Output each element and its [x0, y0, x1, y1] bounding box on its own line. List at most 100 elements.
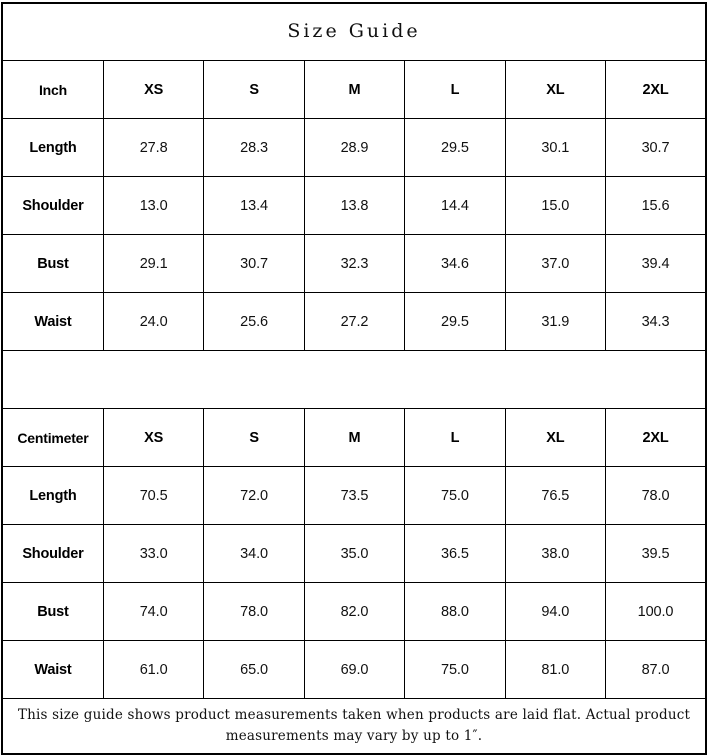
row-label: Bust: [37, 255, 69, 272]
size-header-xs: XS: [102, 60, 205, 119]
measurement-cell: 37.0: [504, 234, 607, 293]
table-spacer-cell: [2, 350, 706, 409]
measurement-value: 24.0: [139, 313, 168, 330]
measurement-cell: 34.0: [203, 524, 305, 583]
measurement-cell: 75.0: [404, 640, 506, 699]
measurement-cell: 34.6: [404, 234, 506, 293]
size-header-label: L: [450, 429, 460, 446]
size-header-l: L: [404, 408, 506, 467]
size-header-2xl: 2XL: [605, 60, 707, 119]
size-header-label: XL: [546, 81, 565, 98]
measurement-value: 100.0: [637, 603, 674, 620]
measurement-cell: 70.5: [102, 466, 205, 525]
measurement-cell: 39.4: [605, 234, 707, 293]
row-label-cell-waist: Waist: [1, 640, 104, 699]
size-header-s: S: [203, 60, 305, 119]
measurement-cell: 28.9: [303, 118, 406, 177]
measurement-value: 61.0: [139, 661, 168, 678]
measurement-value: 34.3: [641, 313, 670, 330]
size-header-l: L: [404, 60, 506, 119]
row-label-cell-length: Length: [1, 466, 104, 525]
row-label-cell-bust: Bust: [1, 582, 104, 641]
size-header-label: 2XL: [642, 81, 669, 98]
measurement-value: 39.4: [641, 255, 670, 272]
measurement-value: 94.0: [541, 603, 570, 620]
measurement-value: 30.1: [541, 139, 570, 156]
measurement-cell: 65.0: [203, 640, 305, 699]
size-header-label: XS: [144, 429, 164, 446]
measurement-cell: 15.0: [504, 176, 607, 235]
header-row-inch: Inch XS S M L XL 2XL: [1, 60, 707, 119]
row-label: Length: [29, 487, 77, 504]
table-row: Bust 74.0 78.0 82.0 88.0 94.0 100.0: [1, 582, 707, 641]
footnote-text: This size guide shows product measuremen…: [17, 707, 691, 744]
measurement-value: 69.0: [340, 661, 369, 678]
measurement-cell: 27.8: [102, 118, 205, 177]
size-header-label: XL: [546, 429, 565, 446]
measurement-cell: 78.0: [605, 466, 707, 525]
measurement-cell: 13.8: [303, 176, 406, 235]
measurement-cell: 28.3: [203, 118, 305, 177]
row-label: Waist: [34, 313, 72, 330]
measurement-cell: 29.5: [404, 118, 506, 177]
size-guide-body: Size Guide Inch XS S M L XL 2XL Length 27.8 28.3 2…: [1, 3, 707, 754]
measurement-value: 76.5: [541, 487, 570, 504]
row-label: Length: [29, 139, 77, 156]
measurement-value: 70.5: [139, 487, 168, 504]
measurement-cell: 75.0: [404, 466, 506, 525]
row-label-cell-length: Length: [1, 118, 104, 177]
size-header-label: XS: [144, 81, 164, 98]
measurement-cell: 38.0: [504, 524, 607, 583]
measurement-cell: 61.0: [102, 640, 205, 699]
measurement-value: 75.0: [440, 661, 469, 678]
size-header-s: S: [203, 408, 305, 467]
measurement-value: 34.0: [240, 545, 268, 562]
measurement-value: 38.0: [541, 545, 570, 562]
measurement-cell: 72.0: [203, 466, 305, 525]
measurement-cell: 30.1: [504, 118, 607, 177]
measurement-cell: 24.0: [102, 292, 205, 351]
measurement-value: 72.0: [240, 487, 268, 504]
measurement-value: 35.0: [340, 545, 369, 562]
measurement-cell: 100.0: [605, 582, 707, 641]
measurement-cell: 14.4: [404, 176, 506, 235]
measurement-cell: 29.5: [404, 292, 506, 351]
header-row-centimeter: Centimeter XS S M L XL 2XL: [1, 408, 707, 467]
unit-label: Inch: [38, 81, 67, 98]
measurement-value: 32.3: [340, 255, 369, 272]
measurement-cell: 34.3: [605, 292, 707, 351]
row-label-cell-waist: Waist: [1, 292, 104, 351]
table-spacer-row: [2, 350, 706, 409]
measurement-value: 74.0: [139, 603, 168, 620]
size-header-2xl: 2XL: [605, 408, 707, 467]
measurement-cell: 30.7: [203, 234, 305, 293]
table-row: Length 70.5 72.0 73.5 75.0 76.5 78.0: [1, 466, 707, 525]
measurement-value: 29.1: [139, 255, 168, 272]
measurement-value: 88.0: [440, 603, 469, 620]
measurement-value: 82.0: [340, 603, 369, 620]
unit-label-cell: Centimeter: [1, 408, 104, 467]
row-label: Bust: [37, 603, 69, 620]
size-header-label: 2XL: [642, 429, 669, 446]
row-label: Shoulder: [22, 197, 84, 214]
measurement-value: 13.4: [240, 197, 268, 214]
measurement-value: 81.0: [541, 661, 570, 678]
measurement-value: 36.5: [440, 545, 469, 562]
measurement-cell: 15.6: [605, 176, 707, 235]
measurement-value: 15.6: [641, 197, 670, 214]
table-row: Bust 29.1 30.7 32.3 34.6 37.0 39.4: [1, 234, 707, 293]
row-label: Waist: [34, 661, 72, 678]
measurement-value: 75.0: [440, 487, 469, 504]
measurement-cell: 13.4: [203, 176, 305, 235]
measurement-cell: 33.0: [102, 524, 205, 583]
measurement-cell: 88.0: [404, 582, 506, 641]
title-row: Size Guide: [2, 3, 706, 61]
measurement-value: 28.9: [340, 139, 369, 156]
measurement-value: 27.8: [139, 139, 168, 156]
measurement-cell: 39.5: [605, 524, 707, 583]
size-header-label: L: [450, 81, 460, 98]
measurement-cell: 29.1: [102, 234, 205, 293]
row-label-cell-shoulder: Shoulder: [1, 176, 104, 235]
